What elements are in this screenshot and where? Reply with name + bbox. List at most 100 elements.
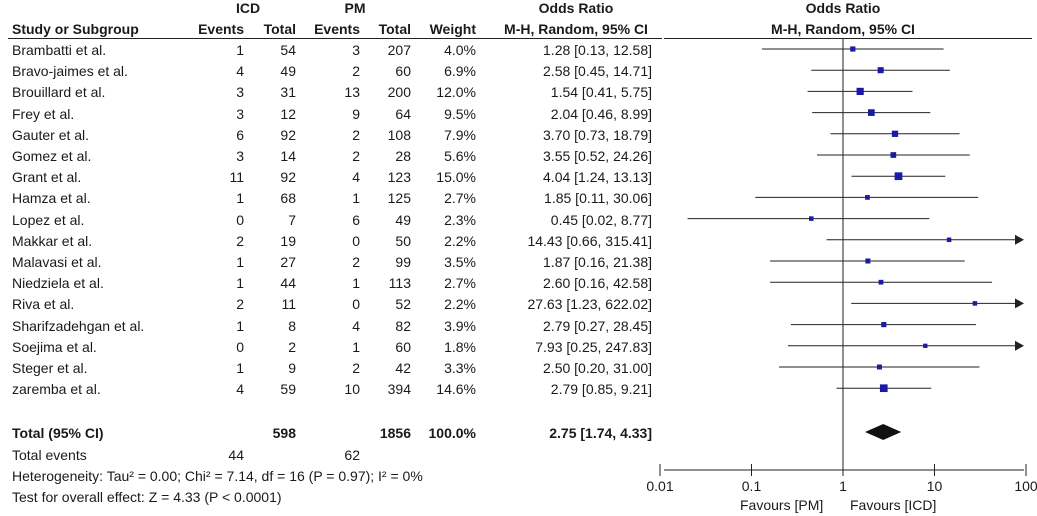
pm-total: 60 bbox=[395, 338, 411, 355]
study-ci-text: 14.43 [0.66, 315.41] bbox=[527, 232, 652, 249]
study-name: Gauter et al. bbox=[12, 126, 90, 143]
study-name: Grant et al. bbox=[12, 169, 82, 186]
study-weight: 5.6% bbox=[444, 148, 476, 164]
icd-total: 9 bbox=[288, 360, 296, 376]
study-ci-text: 4.04 [1.24, 13.13] bbox=[543, 169, 652, 186]
pm-events: 2 bbox=[352, 126, 360, 143]
icd-total: 92 bbox=[280, 126, 296, 143]
icd-total: 49 bbox=[280, 63, 296, 80]
pm-total: 207 bbox=[387, 42, 411, 58]
study-weight-marker bbox=[946, 237, 952, 243]
icd-total: 11 bbox=[281, 296, 296, 313]
pm-total: 125 bbox=[387, 190, 411, 207]
pm-events: 4 bbox=[352, 169, 360, 186]
effect-column-title: Odds Ratio bbox=[538, 0, 614, 16]
total-ci-text: 2.75 [1.74, 4.33] bbox=[549, 425, 652, 441]
total-events-pm: 62 bbox=[344, 447, 360, 463]
pm-total: 113 bbox=[388, 275, 411, 292]
icd-total: 2 bbox=[288, 338, 296, 355]
study-ci-text: 2.79 [0.27, 28.45] bbox=[543, 317, 652, 334]
icd-total: 92 bbox=[280, 169, 296, 186]
pm-events: 9 bbox=[352, 105, 360, 122]
pm-events: 1 bbox=[352, 338, 360, 355]
study-weight: 2.2% bbox=[444, 232, 476, 249]
pm-events: 10 bbox=[344, 381, 360, 398]
pm-events: 2 bbox=[352, 254, 360, 270]
pm-total: 123 bbox=[387, 169, 411, 186]
pm-total: 394 bbox=[387, 381, 411, 398]
pm-total: 108 bbox=[387, 126, 411, 143]
study-name: Frey et al. bbox=[12, 105, 75, 122]
study-name: Brambatti et al. bbox=[12, 42, 107, 58]
study-weight-marker bbox=[879, 384, 888, 393]
study-ci-text: 2.58 [0.45, 14.71] bbox=[543, 63, 652, 80]
x-tick-label: 0.1 bbox=[741, 478, 762, 494]
study-column-header: Study or Subgroup bbox=[12, 21, 139, 37]
favours-right-label: Favours [ICD] bbox=[850, 497, 937, 513]
study-ci-text: 2.04 [0.46, 8.99] bbox=[550, 105, 652, 122]
study-name: Steger et al. bbox=[12, 360, 88, 376]
icd-events: 2 bbox=[236, 296, 244, 313]
study-weight-marker bbox=[894, 172, 903, 181]
icd-events: 3 bbox=[236, 148, 244, 164]
icd-events: 1 bbox=[236, 42, 244, 58]
pm-events: 3 bbox=[352, 42, 360, 58]
pm-total: 28 bbox=[395, 148, 411, 164]
pm-total: 42 bbox=[395, 360, 411, 376]
icd-events: 1 bbox=[236, 275, 244, 292]
study-name: Lopez et al. bbox=[12, 211, 85, 228]
study-weight-marker bbox=[850, 46, 856, 52]
icd-events: 11 bbox=[229, 169, 244, 186]
study-weight: 15.0% bbox=[436, 169, 476, 186]
header-rule-right bbox=[664, 38, 1032, 39]
study-name: Bravo-jaimes et al. bbox=[12, 63, 128, 80]
icd-events: 2 bbox=[236, 232, 244, 249]
effect-method-header: M-H, Random, 95% CI bbox=[504, 21, 648, 37]
study-weight: 3.3% bbox=[444, 360, 476, 376]
icd-events: 4 bbox=[236, 63, 244, 80]
icd-total-header: Total bbox=[263, 21, 296, 37]
plot-method-header: M-H, Random, 95% CI bbox=[771, 21, 915, 37]
overall-effect-text: Test for overall effect: Z = 4.33 (P < 0… bbox=[12, 489, 282, 505]
study-weight: 14.6% bbox=[436, 381, 476, 398]
study-ci-text: 2.79 [0.85, 9.21] bbox=[550, 381, 652, 398]
study-weight: 9.5% bbox=[444, 105, 476, 122]
study-weight: 7.9% bbox=[444, 126, 476, 143]
pm-events: 4 bbox=[352, 317, 360, 334]
study-ci-text: 1.54 [0.41, 5.75] bbox=[550, 84, 652, 101]
icd-events: 6 bbox=[236, 126, 244, 143]
study-weight-marker bbox=[856, 87, 864, 95]
study-weight-marker bbox=[808, 216, 814, 221]
icd-total: 68 bbox=[280, 190, 296, 207]
study-name: Gomez et al. bbox=[12, 148, 92, 164]
pm-total-header: Total bbox=[378, 21, 411, 37]
favours-left-label: Favours [PM] bbox=[740, 497, 824, 513]
study-weight-marker bbox=[865, 195, 870, 200]
study-name: Niedziela et al. bbox=[12, 275, 104, 292]
pm-total: 64 bbox=[395, 105, 411, 122]
study-weight-marker bbox=[881, 322, 887, 328]
study-weight-marker bbox=[877, 67, 884, 74]
plot-title: Odds Ratio bbox=[805, 0, 881, 16]
study-name: Malavasi et al. bbox=[12, 254, 102, 270]
study-ci-text: 1.85 [0.11, 30.06] bbox=[544, 190, 652, 207]
study-weight: 2.3% bbox=[444, 211, 476, 228]
pooled-effect-diamond bbox=[865, 424, 902, 440]
total-icd-n: 598 bbox=[272, 425, 296, 441]
x-tick-label: 0.01 bbox=[646, 478, 674, 494]
pm-events: 2 bbox=[352, 63, 360, 80]
study-ci-text: 7.93 [0.25, 247.83] bbox=[535, 338, 652, 355]
header-rule-left bbox=[8, 38, 662, 39]
total-weight: 100.0% bbox=[428, 425, 476, 441]
study-weight: 4.0% bbox=[444, 42, 476, 58]
study-weight-marker bbox=[876, 364, 882, 370]
study-weight-marker bbox=[972, 301, 978, 306]
study-name: Makkar et al. bbox=[12, 232, 93, 249]
study-weight: 2.2% bbox=[444, 296, 476, 313]
study-weight-marker bbox=[891, 130, 899, 137]
pm-total: 99 bbox=[395, 254, 411, 270]
icd-total: 44 bbox=[280, 275, 296, 292]
study-name: zaremba et al. bbox=[12, 381, 101, 398]
pm-total: 60 bbox=[395, 63, 411, 80]
pm-events: 0 bbox=[352, 296, 360, 313]
